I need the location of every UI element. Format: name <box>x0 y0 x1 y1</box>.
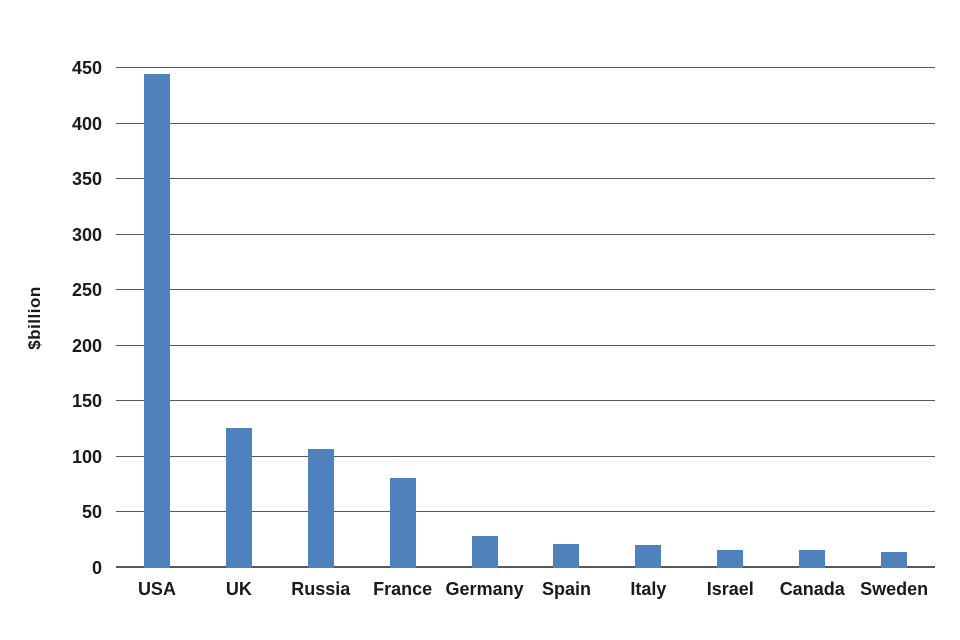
bar-israel <box>717 550 744 568</box>
bars-container <box>116 68 935 568</box>
y-axis-tick-labels: 0 50 100 150 200 250 300 350 400 450 <box>52 59 116 577</box>
bar-slot-italy <box>607 68 689 568</box>
x-label-canada: Canada <box>779 579 845 599</box>
gridline-50 <box>116 511 935 513</box>
x-label-uk: UK <box>225 579 252 599</box>
x-label-spain: Spain <box>541 579 591 599</box>
gridline-400 <box>116 122 935 124</box>
gridline-150 <box>116 400 935 402</box>
bar-slot-france <box>362 68 444 568</box>
y-tick-250: 250 <box>71 280 102 301</box>
x-label-russia: Russia <box>291 579 351 599</box>
y-tick-100: 100 <box>71 446 102 467</box>
x-label-sweden: Sweden <box>860 579 929 599</box>
bar-canada <box>799 550 826 568</box>
y-axis-title: $billion <box>25 286 44 350</box>
gridline-350 <box>116 178 935 180</box>
bar-slot-usa <box>116 68 198 568</box>
y-tick-0: 0 <box>91 558 102 578</box>
plot-area <box>116 67 935 568</box>
bar-russia <box>307 449 334 568</box>
y-tick-450: 450 <box>71 58 102 78</box>
gridline-250 <box>116 289 935 291</box>
y-tick-200: 200 <box>71 335 102 356</box>
bar-italy <box>635 544 662 568</box>
bar-usa <box>143 73 170 568</box>
bar-slot-sweden <box>853 68 935 568</box>
bar-spain <box>553 543 580 568</box>
y-tick-350: 350 <box>71 169 102 190</box>
bar-slot-uk <box>198 68 280 568</box>
x-axis-labels: USA UK Russia France Germany Spain Italy Israel… <box>116 568 935 618</box>
y-tick-150: 150 <box>71 391 102 412</box>
bar-slot-spain <box>526 68 608 568</box>
x-label-israel: Israel <box>706 579 754 599</box>
bar-germany <box>471 535 498 568</box>
y-axis-title-container: $billion <box>18 68 52 568</box>
bar-slot-germany <box>444 68 526 568</box>
y-tick-400: 400 <box>71 113 102 134</box>
x-axis-baseline <box>116 566 935 568</box>
gridline-200 <box>116 344 935 346</box>
gridline-100 <box>116 455 935 457</box>
gridline-300 <box>116 233 935 235</box>
bar-slot-russia <box>280 68 362 568</box>
bar-slot-israel <box>689 68 771 568</box>
bar-france <box>389 478 416 568</box>
bar-slot-canada <box>771 68 853 568</box>
y-tick-300: 300 <box>71 224 102 245</box>
bar-uk <box>225 428 252 568</box>
x-label-germany: Germany <box>445 579 524 599</box>
y-tick-50: 50 <box>81 502 102 523</box>
bar-sweden <box>881 552 908 568</box>
x-label-france: France <box>373 579 433 599</box>
gridline-450 <box>116 67 935 68</box>
x-label-italy: Italy <box>630 579 667 599</box>
x-label-usa: USA <box>137 579 176 599</box>
